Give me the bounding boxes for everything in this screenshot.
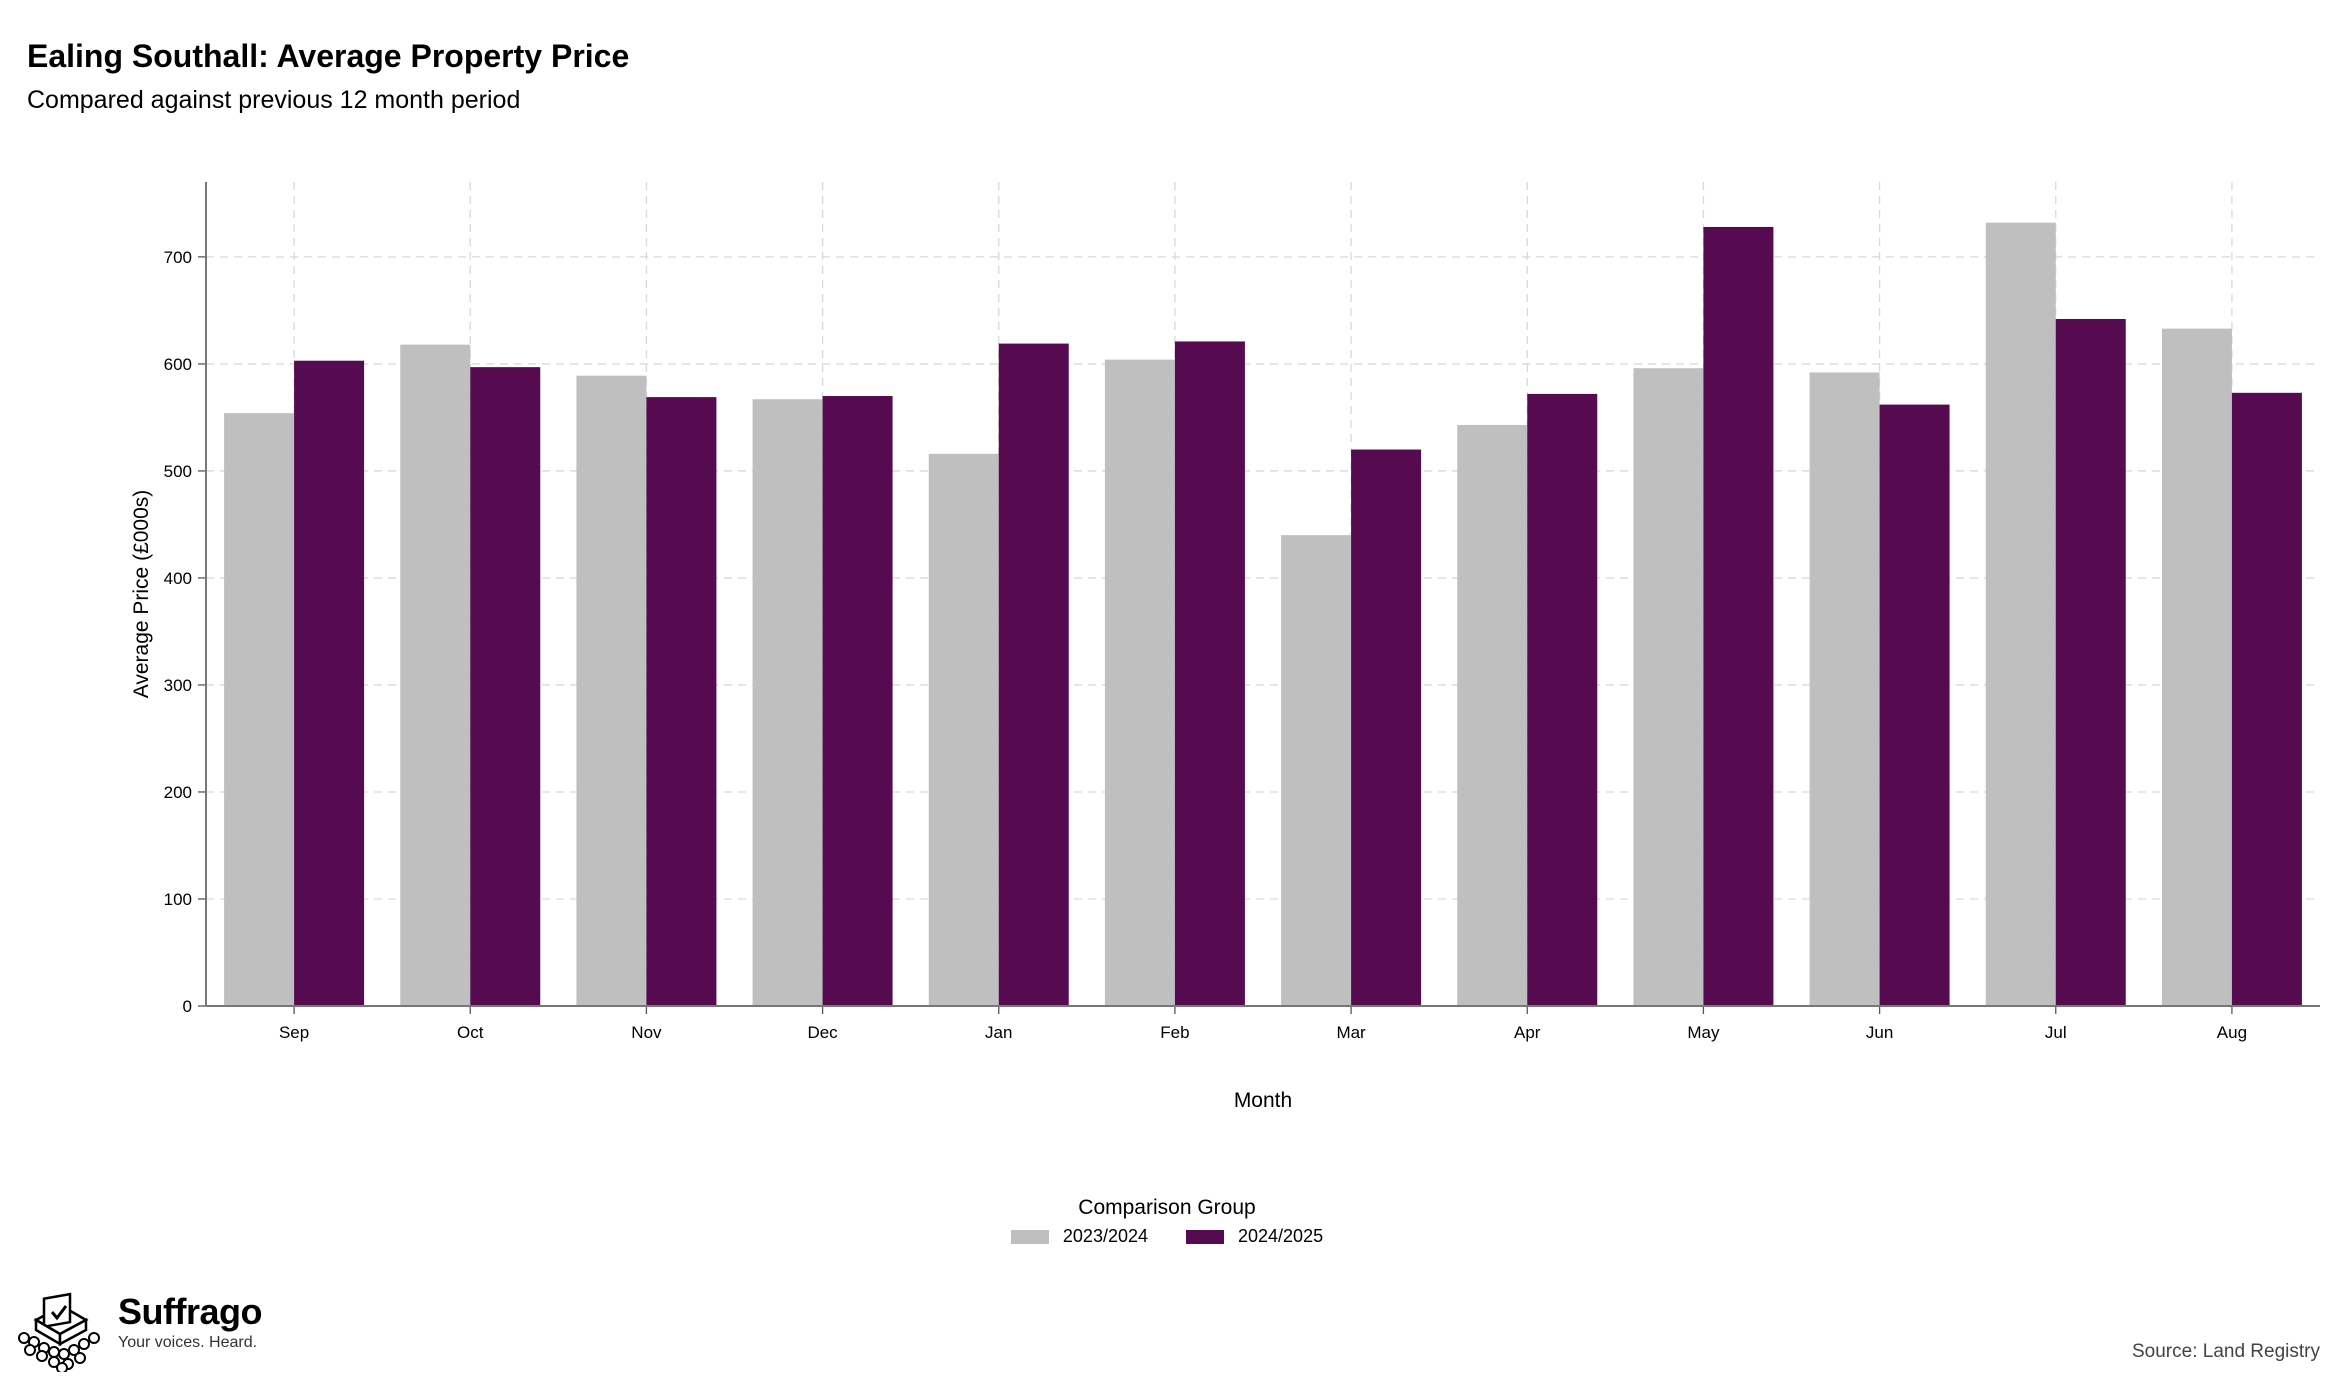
x-tick-label: Jan [985,1023,1012,1042]
bar-may-series-1 [1633,368,1704,1006]
y-tick-label: 300 [164,676,192,695]
brand-tagline: Your voices. Heard. [118,1334,258,1351]
x-tick-label: Mar [1336,1023,1366,1042]
legend-label: 2023/2024 [1062,1226,1148,1246]
bar-may-series-2 [1703,226,1774,1007]
x-tick-label: May [1687,1023,1720,1042]
y-axis-title: Average Price (£000s) [130,490,153,699]
y-tick-label: 600 [164,355,192,374]
legend-item-series-1: 2023/2024 [1010,1226,1148,1247]
bar-nov-series-1 [576,375,647,1007]
bar-dec-series-1 [752,399,823,1007]
axes [198,182,2320,1014]
chart-subtitle: Compared against previous 12 month perio… [27,86,521,114]
bar-sep-series-1 [224,413,295,1006]
bars-group [224,222,2302,1007]
bar-oct-series-2 [470,367,541,1007]
legend-swatch [1010,1229,1049,1244]
x-tick-labels: Sep Oct Nov Dec Jan Feb Mar Apr May Jun Jul Aug [279,1023,2247,1042]
bar-aug-series-2 [2231,392,2302,1007]
y-tick-label: 200 [164,783,192,802]
legend-title: Comparison Group [1078,1196,1256,1219]
brand-name: Suffrago [118,1291,263,1332]
y-tick-label: 500 [164,462,192,481]
bar-feb-series-2 [1174,341,1245,1006]
bar-jul-series-2 [2055,318,2126,1006]
x-axis-title: Month [1234,1089,1292,1112]
y-tick-labels: 0 100 200 300 400 500 600 700 [164,248,192,1016]
x-tick-label: Jul [2045,1023,2067,1042]
bar-jul-series-1 [1985,222,2056,1007]
x-tick-label: Apr [1514,1023,1541,1042]
chart-title: Ealing Southall: Average Property Price [27,38,630,74]
y-tick-label: 400 [164,569,192,588]
brand-logo: Suffrago Your voices. Heard. [14,1291,263,1372]
x-tick-label: Sep [279,1023,309,1042]
bar-dec-series-2 [822,396,893,1006]
x-tick-label: Jun [1866,1023,1893,1042]
bar-jun-series-2 [1879,404,1950,1006]
x-tick-label: Aug [2217,1023,2247,1042]
bar-jan-series-1 [928,453,999,1006]
y-tick-label: 0 [183,997,192,1016]
ballot-box-icon [18,1292,100,1372]
legend-item-series-2: 2024/2025 [1186,1226,1323,1247]
y-tick-label: 100 [164,890,192,909]
bar-nov-series-2 [646,397,717,1007]
bar-jun-series-1 [1809,372,1880,1006]
bar-sep-series-2 [294,360,365,1007]
bar-chart: 0 100 200 300 400 500 600 700 Sep Oct Nov Dec Jan Fe… [130,182,2320,1112]
legend: Comparison Group 2023/2024 2024/2025 [0,1196,2334,1247]
y-tick-label: 700 [164,248,192,267]
x-tick-label: Feb [1160,1023,1189,1042]
x-tick-label: Nov [631,1023,662,1042]
bar-apr-series-1 [1457,424,1528,1006]
x-tick-label: Oct [457,1023,484,1042]
bar-feb-series-1 [1104,359,1175,1006]
bar-apr-series-2 [1527,393,1598,1006]
x-tick-label: Dec [807,1023,838,1042]
source-note: Source: Land Registry [2132,1341,2320,1362]
bar-aug-series-1 [2161,328,2232,1006]
legend-label: 2024/2025 [1238,1226,1324,1246]
legend-swatch [1186,1229,1224,1244]
bar-mar-series-1 [1281,535,1352,1006]
bar-mar-series-2 [1351,449,1422,1006]
bar-jan-series-2 [998,343,1069,1006]
bar-oct-series-1 [400,344,471,1006]
